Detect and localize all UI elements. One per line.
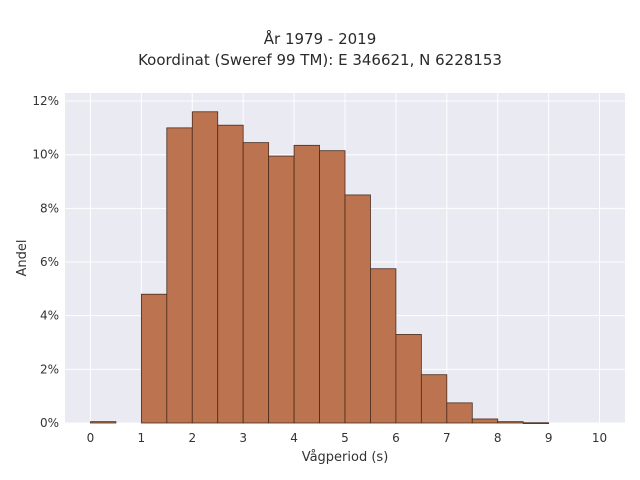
histogram-bar — [319, 150, 346, 424]
x-tick-label: 2 — [188, 431, 196, 445]
y-tick-label: 0% — [40, 416, 59, 430]
histogram-bar — [395, 334, 422, 424]
bars — [90, 111, 550, 424]
x-tick-label: 5 — [341, 431, 349, 445]
histogram-bar — [90, 421, 117, 424]
y-tick-label: 4% — [40, 309, 59, 323]
chart-subtitle: Koordinat (Sweref 99 TM): E 346621, N 62… — [138, 51, 502, 69]
chart-title: År 1979 - 2019 — [263, 30, 377, 48]
histogram-bar — [446, 402, 473, 424]
y-axis-label: Andel — [15, 240, 30, 277]
histogram-bar — [140, 293, 168, 424]
histogram-bar — [293, 144, 320, 424]
x-tick-label: 7 — [443, 431, 451, 445]
y-tick-label: 10% — [32, 148, 59, 162]
x-tick-label: 4 — [290, 431, 298, 445]
histogram-bar — [166, 127, 193, 424]
histogram-bar — [471, 418, 499, 424]
histogram-bar — [268, 155, 295, 424]
y-tick-label: 2% — [40, 362, 59, 376]
histogram-bar — [522, 422, 550, 424]
y-tick-label: 6% — [40, 255, 59, 269]
histogram-bar — [242, 142, 270, 424]
histogram-bar — [370, 268, 397, 424]
x-tick-label: 9 — [545, 431, 553, 445]
x-axis-label: Vågperiod (s) — [302, 450, 389, 465]
y-tick-label: 12% — [32, 94, 59, 108]
histogram-bar — [344, 194, 371, 424]
x-tick-label: 10 — [592, 431, 607, 445]
x-axis-ticks: 0 1 2 3 4 5 6 7 8 9 10 — [87, 431, 608, 445]
histogram-bar — [420, 374, 448, 424]
y-tick-label: 8% — [40, 201, 59, 215]
histogram-bar — [217, 124, 244, 424]
x-tick-label: 0 — [87, 431, 95, 445]
x-tick-label: 6 — [392, 431, 400, 445]
x-tick-label: 3 — [239, 431, 247, 445]
histogram-bar — [497, 421, 524, 424]
y-axis-ticks: 0% 2% 4% 6% 8% 10% 12% — [32, 94, 59, 430]
x-tick-label: 8 — [494, 431, 502, 445]
histogram-bar — [191, 111, 219, 424]
x-tick-label: 1 — [138, 431, 146, 445]
